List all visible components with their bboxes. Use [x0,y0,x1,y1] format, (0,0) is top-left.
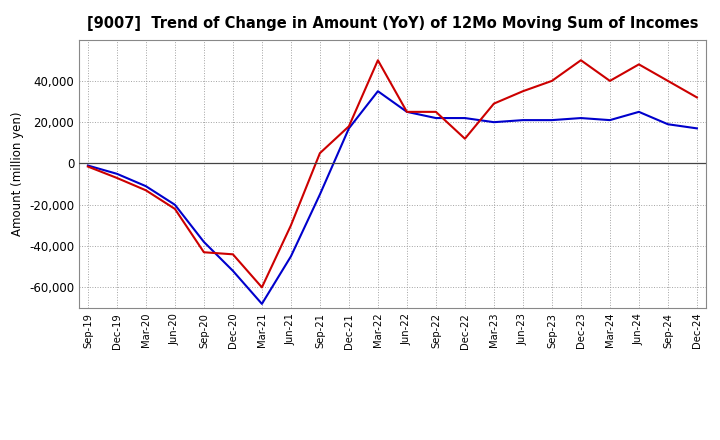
Net Income [461,136,469,141]
Net Income [345,124,354,129]
Net Income [171,206,179,212]
Net Income [287,223,295,228]
Net Income [693,95,701,100]
Ordinary Income [431,115,440,121]
Ordinary Income [490,120,498,125]
Ordinary Income [402,109,411,114]
Ordinary Income [548,117,557,123]
Net Income [402,109,411,114]
Net Income [518,88,527,94]
Line: Ordinary Income: Ordinary Income [88,91,697,304]
Title: [9007]  Trend of Change in Amount (YoY) of 12Mo Moving Sum of Incomes: [9007] Trend of Change in Amount (YoY) o… [86,16,698,32]
Net Income [634,62,643,67]
Net Income [142,188,150,193]
Net Income [112,175,121,180]
Ordinary Income [634,109,643,114]
Ordinary Income [606,117,614,123]
Net Income [490,101,498,106]
Net Income [431,109,440,114]
Ordinary Income [461,115,469,121]
Ordinary Income [287,254,295,259]
Net Income [664,78,672,84]
Line: Net Income: Net Income [88,60,697,287]
Ordinary Income [693,126,701,131]
Net Income [228,252,237,257]
Ordinary Income [84,163,92,168]
Ordinary Income [258,301,266,307]
Ordinary Income [577,115,585,121]
Ordinary Income [315,192,324,197]
Ordinary Income [112,171,121,176]
Ordinary Income [664,121,672,127]
Ordinary Income [345,126,354,131]
Ordinary Income [518,117,527,123]
Net Income [315,150,324,156]
Net Income [374,58,382,63]
Y-axis label: Amount (million yen): Amount (million yen) [11,112,24,236]
Net Income [258,285,266,290]
Ordinary Income [199,239,208,245]
Net Income [606,78,614,84]
Ordinary Income [171,202,179,207]
Net Income [548,78,557,84]
Ordinary Income [374,88,382,94]
Ordinary Income [142,183,150,189]
Net Income [84,164,92,169]
Ordinary Income [228,268,237,274]
Net Income [577,58,585,63]
Net Income [199,249,208,255]
